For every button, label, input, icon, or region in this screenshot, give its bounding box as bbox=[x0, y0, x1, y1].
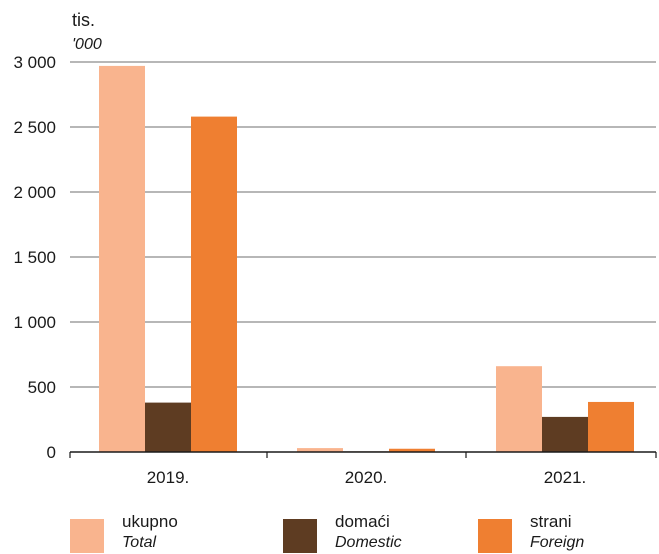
bar-total-3 bbox=[496, 366, 542, 452]
y-tick-label: 3 000 bbox=[13, 53, 56, 72]
x-tick-label: 2019. bbox=[147, 468, 190, 487]
legend-swatch-foreign bbox=[478, 519, 512, 553]
bar-total-1 bbox=[99, 65, 145, 453]
bar-total-2 bbox=[297, 448, 343, 452]
legend-swatch-domestic bbox=[283, 519, 317, 553]
bar-foreign-3 bbox=[588, 401, 634, 452]
x-tick-label: 2021. bbox=[544, 468, 587, 487]
y-tick-label: 0 bbox=[47, 443, 56, 462]
y-tick-label: 2 500 bbox=[13, 118, 56, 137]
x-tick-label: 2020. bbox=[345, 468, 388, 487]
legend-label-total-en: Total bbox=[122, 534, 157, 551]
bar-foreign-2 bbox=[389, 448, 435, 452]
legend-label-total: ukupno bbox=[122, 512, 178, 531]
bar-chart: 3 000 2 500 2 000 1 500 1 000 500 0 2019. 2020. 2… bbox=[13, 53, 657, 487]
y-tick-label: 500 bbox=[28, 378, 56, 397]
legend-label-foreign-en: Foreign bbox=[530, 534, 585, 551]
y-tick-label: 2 000 bbox=[13, 183, 56, 202]
legend-label-domestic: domaći bbox=[335, 512, 390, 531]
y-unit-label-en: '000 bbox=[72, 36, 102, 53]
y-unit-label: tis. bbox=[72, 10, 96, 30]
y-tick-label: 1 500 bbox=[13, 248, 56, 267]
y-tick-label: 1 000 bbox=[13, 313, 56, 332]
bar-domestic-1 bbox=[145, 402, 191, 452]
legend-swatch-total bbox=[70, 519, 104, 553]
bar-domestic-3 bbox=[542, 416, 588, 452]
legend-label-domestic-en: Domestic bbox=[335, 534, 402, 551]
bar-foreign-1 bbox=[191, 116, 237, 452]
legend-label-foreign: strani bbox=[530, 512, 572, 531]
